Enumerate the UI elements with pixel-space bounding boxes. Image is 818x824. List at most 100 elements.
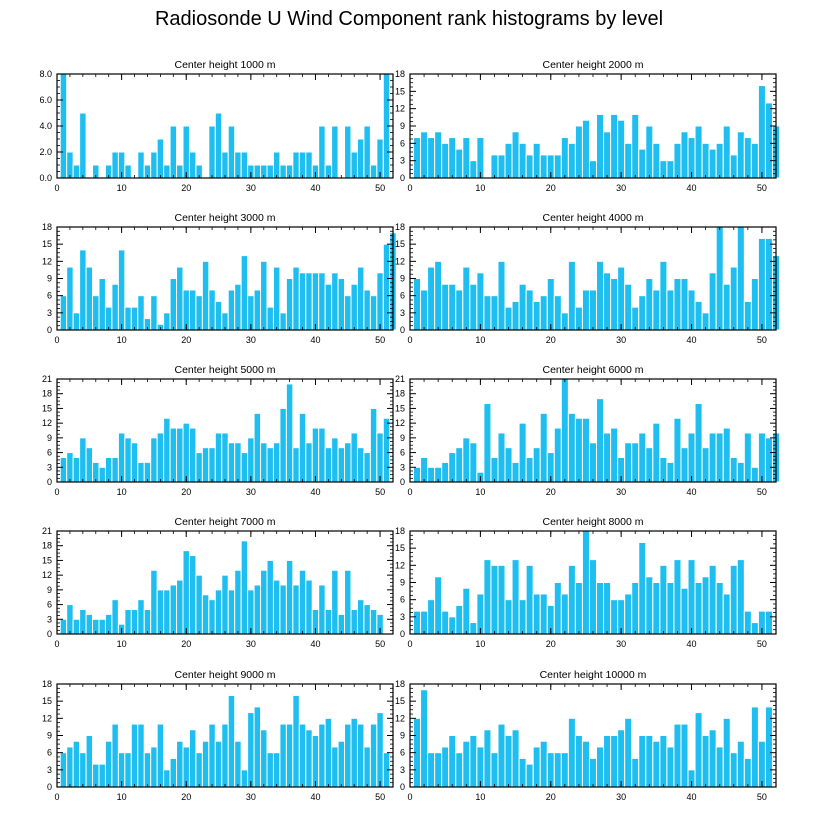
x-tick-label: 50	[375, 183, 385, 193]
x-tick-label: 0	[407, 792, 412, 802]
histogram-bar	[764, 706, 773, 788]
histogram-bar	[757, 85, 766, 179]
histogram-bar	[511, 461, 520, 483]
histogram-bar	[195, 752, 203, 788]
histogram-bar	[518, 599, 527, 635]
histogram-bar	[652, 142, 661, 179]
histogram-bar	[413, 466, 422, 483]
histogram-bar	[356, 266, 365, 331]
histogram-panel: Center height 10000 m 0 10 20 30 40 50 0 3 6 9 12 15…	[395, 669, 777, 802]
histogram-bar	[266, 164, 274, 179]
histogram-bar	[476, 746, 485, 788]
histogram-bar	[240, 255, 249, 331]
histogram-bar	[469, 283, 478, 331]
histogram-bar	[124, 306, 132, 331]
histogram-bar	[266, 447, 274, 483]
x-tick-label: 50	[757, 335, 767, 345]
histogram-bar	[163, 589, 171, 635]
y-tick-label: 6.0	[39, 95, 52, 105]
histogram-bar	[182, 550, 190, 635]
histogram-bar	[169, 757, 178, 788]
histogram-bar	[539, 154, 548, 179]
histogram-bar	[694, 300, 703, 331]
histogram-bar	[247, 712, 255, 788]
histogram-bar	[137, 151, 145, 179]
histogram-bar	[195, 452, 203, 483]
histogram-bar	[476, 137, 485, 179]
panel-title: Center height 3000 m	[175, 212, 276, 224]
x-tick-label: 10	[475, 183, 485, 193]
histogram-bar	[448, 283, 457, 331]
histogram-bar	[227, 442, 236, 483]
y-tick-label: 9	[400, 274, 405, 284]
histogram-bar	[143, 608, 152, 635]
histogram-bar	[137, 295, 145, 331]
histogram-bar	[253, 584, 262, 635]
y-tick-label: 21	[42, 526, 52, 536]
histogram-bar	[169, 427, 178, 483]
histogram-bar	[285, 559, 294, 635]
histogram-bar	[624, 142, 633, 179]
histogram-bar	[441, 142, 450, 179]
x-tick-label: 20	[181, 183, 191, 193]
histogram-bar	[363, 746, 371, 788]
histogram-bar	[363, 452, 371, 483]
histogram-panel: Center height 7000 m 0 10 20 30 40 50 0 3 6 9 12 15 1…	[42, 516, 394, 649]
histogram-bar	[504, 599, 513, 635]
histogram-bar	[645, 447, 654, 483]
y-tick-label: 3	[47, 308, 52, 318]
histogram-bar	[324, 283, 333, 331]
histogram-bar	[567, 717, 576, 788]
x-tick-label: 20	[181, 335, 191, 345]
histogram-bar	[156, 432, 165, 483]
histogram-bar	[344, 125, 352, 179]
histogram-bar	[298, 569, 307, 635]
x-tick-label: 0	[407, 183, 412, 193]
histogram-bar	[208, 125, 216, 179]
histogram-bar	[511, 131, 520, 179]
histogram-bar	[525, 154, 534, 179]
x-tick-label: 10	[475, 792, 485, 802]
histogram-bar	[124, 164, 132, 179]
x-tick-label: 0	[54, 792, 59, 802]
histogram-bar	[455, 148, 464, 179]
histogram-bar	[176, 266, 184, 331]
y-tick-label: 6	[400, 138, 405, 148]
histogram-bar	[729, 154, 738, 179]
histogram-bar	[195, 574, 203, 635]
histogram-bar	[596, 113, 605, 179]
histogram-bar	[427, 266, 436, 331]
y-tick-label: 0	[47, 629, 52, 639]
histogram-bar	[722, 593, 731, 635]
histogram-bar	[448, 452, 457, 483]
histogram-bar	[369, 164, 378, 179]
histogram-bar	[476, 593, 485, 635]
histogram-bar	[79, 249, 87, 331]
histogram-bar	[588, 757, 598, 788]
x-tick-label: 0	[54, 487, 59, 497]
y-tick-label: 12	[42, 570, 52, 580]
x-tick-label: 30	[616, 183, 626, 193]
histogram-bar	[497, 723, 506, 788]
histogram-bar	[532, 593, 541, 635]
histogram-panel: Center height 5000 m 0 10 20 30 40 50 0 3 6 9 12 15 1…	[42, 364, 394, 497]
y-tick-label: 18	[395, 222, 405, 232]
histogram-bar	[59, 618, 68, 635]
x-tick-label: 30	[616, 792, 626, 802]
histogram-bar	[72, 312, 81, 331]
histogram-bar	[666, 582, 675, 635]
histogram-bar	[617, 266, 626, 331]
histogram-bar	[124, 437, 132, 483]
histogram-bar	[722, 283, 731, 331]
histogram-bar	[757, 740, 766, 788]
histogram-bar	[673, 723, 682, 788]
y-tick-label: 3	[47, 462, 52, 472]
histogram-bar	[318, 125, 326, 179]
histogram-bar	[539, 295, 548, 331]
histogram-bar	[143, 752, 152, 788]
histogram-bar	[98, 278, 106, 331]
histogram-bar	[483, 729, 492, 788]
histogram-bar	[750, 142, 759, 179]
histogram-bar	[518, 142, 527, 179]
histogram-bar	[188, 729, 197, 788]
